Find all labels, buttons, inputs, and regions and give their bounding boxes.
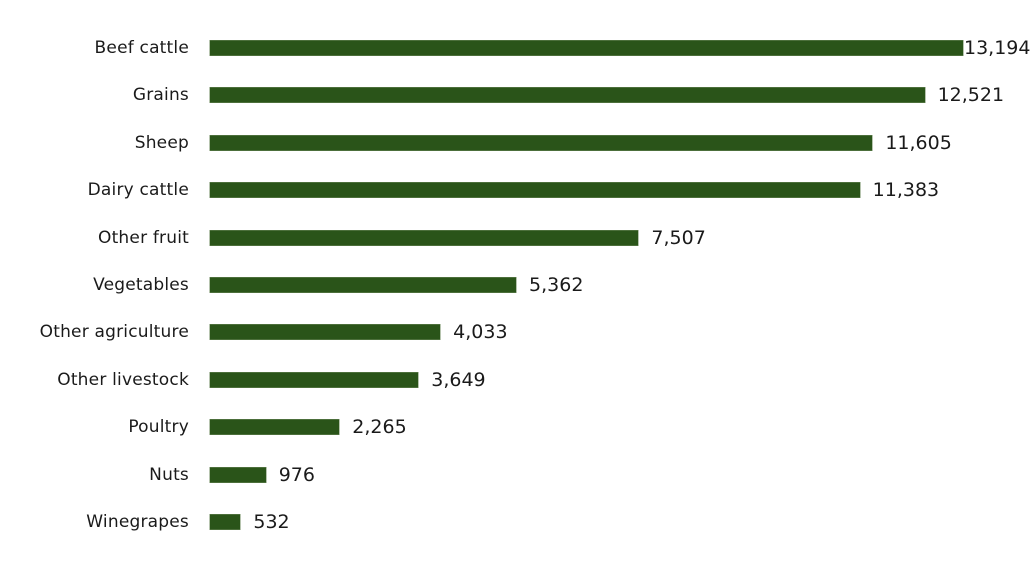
category-label: Beef cattle [94, 38, 189, 58]
value-label: 2,265 [352, 416, 407, 439]
bar-row: Vegetables 5,362 [0, 262, 1034, 309]
bar [210, 419, 340, 435]
bar [210, 40, 963, 56]
bar-row: Nuts 976 [0, 451, 1034, 498]
value-label: 3,649 [431, 368, 486, 391]
bar-row: Other livestock 3,649 [0, 356, 1034, 403]
category-label: Nuts [149, 464, 189, 485]
bar-row: Dairy cattle 11,383 [0, 167, 1034, 214]
value-label: 5,362 [529, 274, 584, 296]
bar [210, 514, 241, 530]
bar-row: Poultry 2,265 [0, 404, 1034, 451]
bar-row: Winegrapes 532 [0, 499, 1034, 546]
bar [210, 230, 639, 246]
value-label: 13,194 [964, 37, 1031, 59]
value-label: 532 [253, 511, 290, 533]
value-label: 976 [278, 463, 315, 486]
bar-row: Beef cattle 13,194 [0, 25, 1034, 72]
bar [210, 135, 873, 151]
category-label: Poultry [128, 417, 189, 438]
bar [210, 87, 925, 103]
value-label: 11,383 [872, 179, 940, 202]
category-label: Other agriculture [39, 322, 189, 343]
bar [210, 182, 860, 198]
category-label: Winegrapes [86, 512, 189, 532]
bar-row: Other fruit 7,507 [0, 214, 1034, 261]
value-label: 11,605 [885, 131, 952, 154]
category-label: Dairy cattle [87, 180, 189, 201]
bar [210, 372, 419, 388]
value-label: 7,507 [651, 226, 706, 249]
category-label: Vegetables [93, 275, 189, 295]
bar-row: Other agriculture 4,033 [0, 309, 1034, 356]
category-label: Sheep [134, 132, 189, 153]
bar [210, 467, 266, 483]
category-label: Other livestock [57, 369, 189, 390]
bar-row: Sheep 11,605 [0, 119, 1034, 166]
bar [210, 277, 517, 293]
category-label: Other fruit [97, 227, 189, 248]
bar-row: Grains 12,521 [0, 72, 1034, 119]
category-label: Grains [132, 85, 189, 106]
value-label: 4,033 [453, 321, 508, 344]
bar [210, 324, 441, 340]
value-label: 12,521 [937, 84, 1005, 107]
